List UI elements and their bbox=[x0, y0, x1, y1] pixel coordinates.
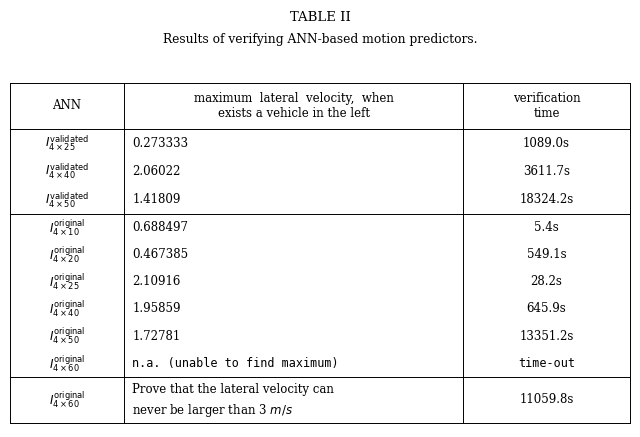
Text: $I_{4\times50}^{\mathrm{original}}$: $I_{4\times50}^{\mathrm{original}}$ bbox=[49, 326, 85, 347]
Text: 3611.7s: 3611.7s bbox=[523, 165, 570, 178]
Text: 549.1s: 549.1s bbox=[527, 248, 566, 261]
Text: 1089.0s: 1089.0s bbox=[523, 137, 570, 149]
Text: 1.72781: 1.72781 bbox=[132, 329, 180, 343]
Text: $I_{4\times25}^{\mathrm{validated}}$: $I_{4\times25}^{\mathrm{validated}}$ bbox=[45, 133, 89, 153]
Text: $I_{4\times10}^{\mathrm{original}}$: $I_{4\times10}^{\mathrm{original}}$ bbox=[49, 217, 85, 238]
Text: 2.06022: 2.06022 bbox=[132, 165, 180, 178]
Text: time-out: time-out bbox=[518, 357, 575, 370]
Text: TABLE II: TABLE II bbox=[289, 11, 351, 24]
Text: 1.95859: 1.95859 bbox=[132, 302, 180, 316]
Text: 2.10916: 2.10916 bbox=[132, 275, 180, 288]
Text: 0.688497: 0.688497 bbox=[132, 221, 188, 234]
Text: 1.41809: 1.41809 bbox=[132, 194, 180, 206]
Text: verification
time: verification time bbox=[513, 92, 580, 120]
Text: $I_{4\times60}^{\mathrm{original}}$: $I_{4\times60}^{\mathrm{original}}$ bbox=[49, 389, 85, 410]
Text: 28.2s: 28.2s bbox=[531, 275, 563, 288]
Text: $I_{4\times40}^{\mathrm{original}}$: $I_{4\times40}^{\mathrm{original}}$ bbox=[49, 298, 85, 319]
Text: 5.4s: 5.4s bbox=[534, 221, 559, 234]
Text: $I_{4\times40}^{\mathrm{validated}}$: $I_{4\times40}^{\mathrm{validated}}$ bbox=[45, 162, 89, 181]
Text: 11059.8s: 11059.8s bbox=[520, 393, 574, 406]
Text: 18324.2s: 18324.2s bbox=[520, 194, 573, 206]
Text: $I_{4\times25}^{\mathrm{original}}$: $I_{4\times25}^{\mathrm{original}}$ bbox=[49, 271, 85, 292]
Text: $I_{4\times20}^{\mathrm{original}}$: $I_{4\times20}^{\mathrm{original}}$ bbox=[49, 244, 85, 265]
Text: $I_{4\times50}^{\mathrm{validated}}$: $I_{4\times50}^{\mathrm{validated}}$ bbox=[45, 190, 89, 210]
Text: $I_{4\times60}^{\mathrm{original}}$: $I_{4\times60}^{\mathrm{original}}$ bbox=[49, 353, 85, 374]
Text: maximum  lateral  velocity,  when
exists a vehicle in the left: maximum lateral velocity, when exists a … bbox=[194, 92, 394, 120]
Text: 0.273333: 0.273333 bbox=[132, 137, 188, 149]
Text: 13351.2s: 13351.2s bbox=[520, 329, 574, 343]
Text: never be larger than 3 $m/s$: never be larger than 3 $m/s$ bbox=[132, 402, 293, 419]
Text: n.a. (unable to find maximum): n.a. (unable to find maximum) bbox=[132, 357, 339, 370]
Text: 0.467385: 0.467385 bbox=[132, 248, 188, 261]
Text: Prove that the lateral velocity can: Prove that the lateral velocity can bbox=[132, 383, 334, 396]
Text: Results of verifying ANN-based motion predictors.: Results of verifying ANN-based motion pr… bbox=[163, 33, 477, 46]
Text: 645.9s: 645.9s bbox=[527, 302, 566, 316]
Text: ANN: ANN bbox=[52, 100, 81, 112]
